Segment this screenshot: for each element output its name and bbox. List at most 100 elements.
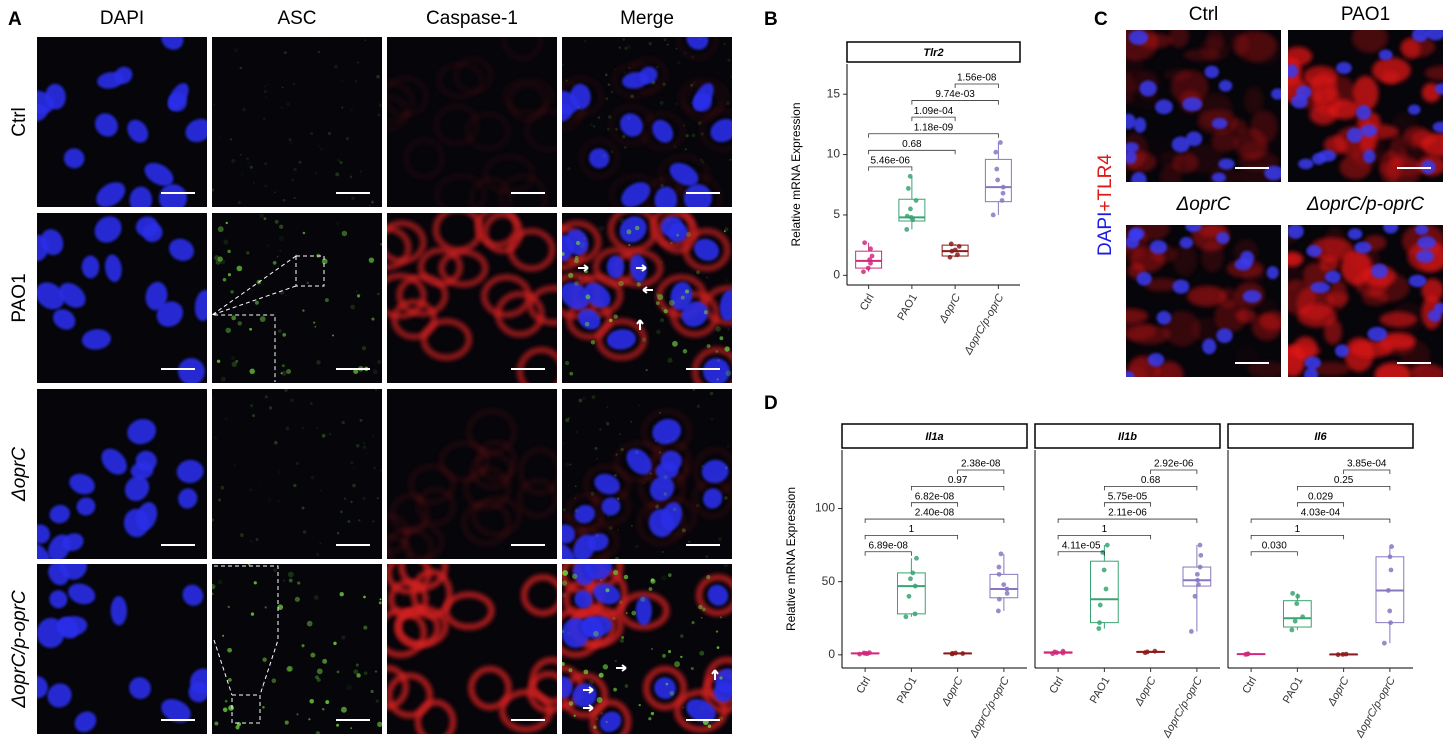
nucleus	[1216, 328, 1233, 344]
asc-speck	[615, 453, 618, 456]
asc-speck	[614, 68, 617, 71]
asc-speck	[250, 404, 254, 408]
asc-speck	[241, 172, 244, 176]
asc-speck	[368, 199, 372, 203]
asc-speck	[627, 116, 631, 120]
nucleus	[1425, 30, 1443, 41]
nucleus	[654, 677, 676, 700]
y-tick-label: 10	[827, 147, 841, 161]
asc-speck	[338, 622, 341, 625]
asc-speck	[727, 58, 731, 62]
arrow	[578, 264, 589, 272]
nucleus	[1139, 80, 1157, 97]
tlr4-signal	[1379, 311, 1417, 328]
asc-speck	[235, 725, 240, 730]
point	[990, 212, 996, 218]
asc-speck	[231, 315, 237, 321]
asc-speck	[290, 398, 295, 403]
tlr4-signal	[1424, 65, 1443, 81]
x-tick-label: PAO1	[1281, 675, 1306, 706]
column-header: Merge	[620, 8, 674, 29]
micrograph-content	[37, 37, 207, 207]
cytoplasm	[527, 670, 557, 714]
asc-speck	[690, 101, 693, 104]
nucleus	[562, 676, 573, 699]
asc-speck	[703, 310, 708, 315]
point	[994, 166, 1000, 172]
asc-speck	[679, 634, 684, 638]
nucleus	[1216, 232, 1230, 244]
asc-speck	[655, 71, 658, 74]
cytoplasm	[608, 103, 655, 147]
asc-speck	[636, 282, 641, 287]
point	[1381, 640, 1387, 646]
point	[1289, 627, 1295, 633]
asc-speck	[628, 66, 631, 69]
asc-speck	[700, 132, 704, 136]
asc-speck	[668, 299, 675, 306]
asc-speck	[682, 725, 685, 727]
point	[1343, 651, 1349, 657]
asc-speck	[227, 249, 231, 254]
asc-speck	[369, 204, 371, 207]
asc-speck	[682, 131, 685, 134]
asc-speck	[319, 542, 322, 545]
point	[908, 206, 913, 212]
asc-speck	[379, 598, 382, 601]
nucleus	[49, 590, 68, 609]
asc-speck	[291, 178, 295, 182]
asc-speck	[340, 510, 343, 514]
micrograph	[212, 564, 382, 734]
point	[862, 240, 868, 246]
nucleus	[660, 450, 682, 471]
arrow	[711, 669, 719, 680]
point	[869, 253, 875, 259]
comparison-label: 1.09e-04	[914, 106, 954, 117]
comparison-bracket	[868, 149, 956, 155]
nucleus	[1363, 149, 1376, 164]
asc-speck	[228, 705, 235, 711]
y-tick-label: 0	[833, 268, 840, 282]
asc-speck	[568, 272, 574, 278]
asc-speck	[255, 537, 259, 541]
asc-speck	[287, 571, 294, 578]
asc-speck	[574, 497, 577, 500]
nucleus	[1367, 326, 1388, 342]
asc-speck	[250, 612, 255, 616]
asc-speck	[378, 103, 382, 108]
asc-speck	[563, 185, 565, 187]
nucleus	[176, 459, 204, 484]
nucleus	[81, 329, 111, 350]
asc-speck	[281, 86, 284, 89]
nucleus	[49, 504, 71, 524]
asc-speck	[302, 309, 305, 312]
asc-speck	[651, 648, 653, 650]
nucleus	[127, 119, 149, 143]
inset-lines	[214, 565, 279, 696]
asc-speck	[724, 496, 728, 500]
asc-speck	[239, 66, 243, 70]
asc-speck	[372, 394, 374, 396]
asc-speck	[284, 720, 289, 725]
nucleus	[62, 533, 84, 552]
asc-speck	[574, 508, 579, 513]
asc-speck	[661, 575, 667, 581]
tlr4-signal	[1158, 151, 1184, 169]
point	[1335, 652, 1341, 658]
nucleus	[96, 182, 126, 207]
nucleus	[40, 229, 64, 256]
point	[912, 583, 918, 589]
panel-letter: B	[764, 9, 778, 30]
nucleus	[661, 502, 683, 531]
asc-speck	[626, 229, 632, 235]
asc-speck	[589, 123, 593, 126]
nucleus	[1242, 289, 1262, 303]
asc-speck	[569, 371, 574, 376]
nucleus	[76, 497, 96, 516]
asc-speck	[246, 157, 250, 161]
tlr4-signal	[1323, 135, 1347, 155]
asc-speck	[355, 80, 357, 82]
asc-speck	[335, 221, 340, 226]
asc-speck	[280, 372, 283, 375]
